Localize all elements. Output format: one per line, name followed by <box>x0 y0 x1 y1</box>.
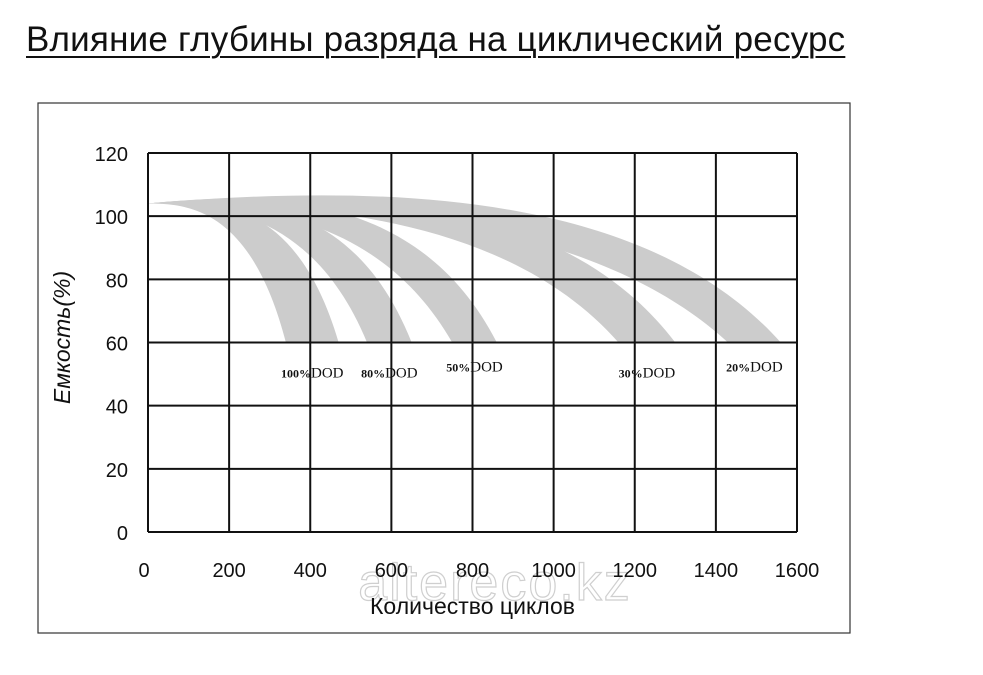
x-axis-label: Количество циклов <box>370 593 575 619</box>
y-axis-label: Емкость(%) <box>49 271 75 404</box>
x-tick-label: 600 <box>375 560 408 582</box>
y-tick-label: 80 <box>106 270 128 292</box>
series-label: 30%DOD <box>619 366 676 382</box>
x-tick-label: 800 <box>456 560 489 582</box>
series-label: 20%DOD <box>726 360 783 376</box>
series-label: 100%DOD <box>281 366 344 382</box>
y-tick-label: 0 <box>117 523 128 545</box>
x-tick-label: 1200 <box>613 560 658 582</box>
y-tick-label: 20 <box>106 460 128 482</box>
dod-band-4 <box>148 197 676 343</box>
watermark-layer: altereco.kz <box>358 553 631 612</box>
dod-band-3 <box>148 198 497 343</box>
series-label: 50%DOD <box>446 360 503 376</box>
y-tick-label: 120 <box>95 144 128 166</box>
dod-band-2 <box>148 200 412 343</box>
chart-grid <box>147 152 798 533</box>
y-tick-label: 40 <box>106 397 128 419</box>
x-tick-label: 400 <box>294 560 327 582</box>
x-tick-label: 1400 <box>694 560 739 582</box>
series-labels: 100%DOD 80%DOD 50%DOD 30%DOD 20%DOD <box>281 360 783 382</box>
x-tick-label: 0 <box>138 560 149 582</box>
dod-band-5 <box>148 195 781 343</box>
series-label: 80%DOD <box>361 366 418 382</box>
watermark: altereco.kz <box>358 554 631 612</box>
dod-band-1 <box>148 201 339 343</box>
x-tick-label: 1000 <box>531 560 576 582</box>
x-tick-label: 200 <box>212 560 245 582</box>
y-tick-label: 100 <box>95 207 128 229</box>
x-tick-label: 1600 <box>775 560 820 582</box>
page-title: Влияние глубины разряда на циклический р… <box>26 20 846 59</box>
chart-frame <box>37 102 851 634</box>
dod-bands <box>148 195 781 343</box>
y-tick-label: 60 <box>106 334 128 356</box>
axis-ticks: 0 200 400 600 800 1000 1200 1400 1600 0 20 40 60 80 10… <box>95 144 820 582</box>
